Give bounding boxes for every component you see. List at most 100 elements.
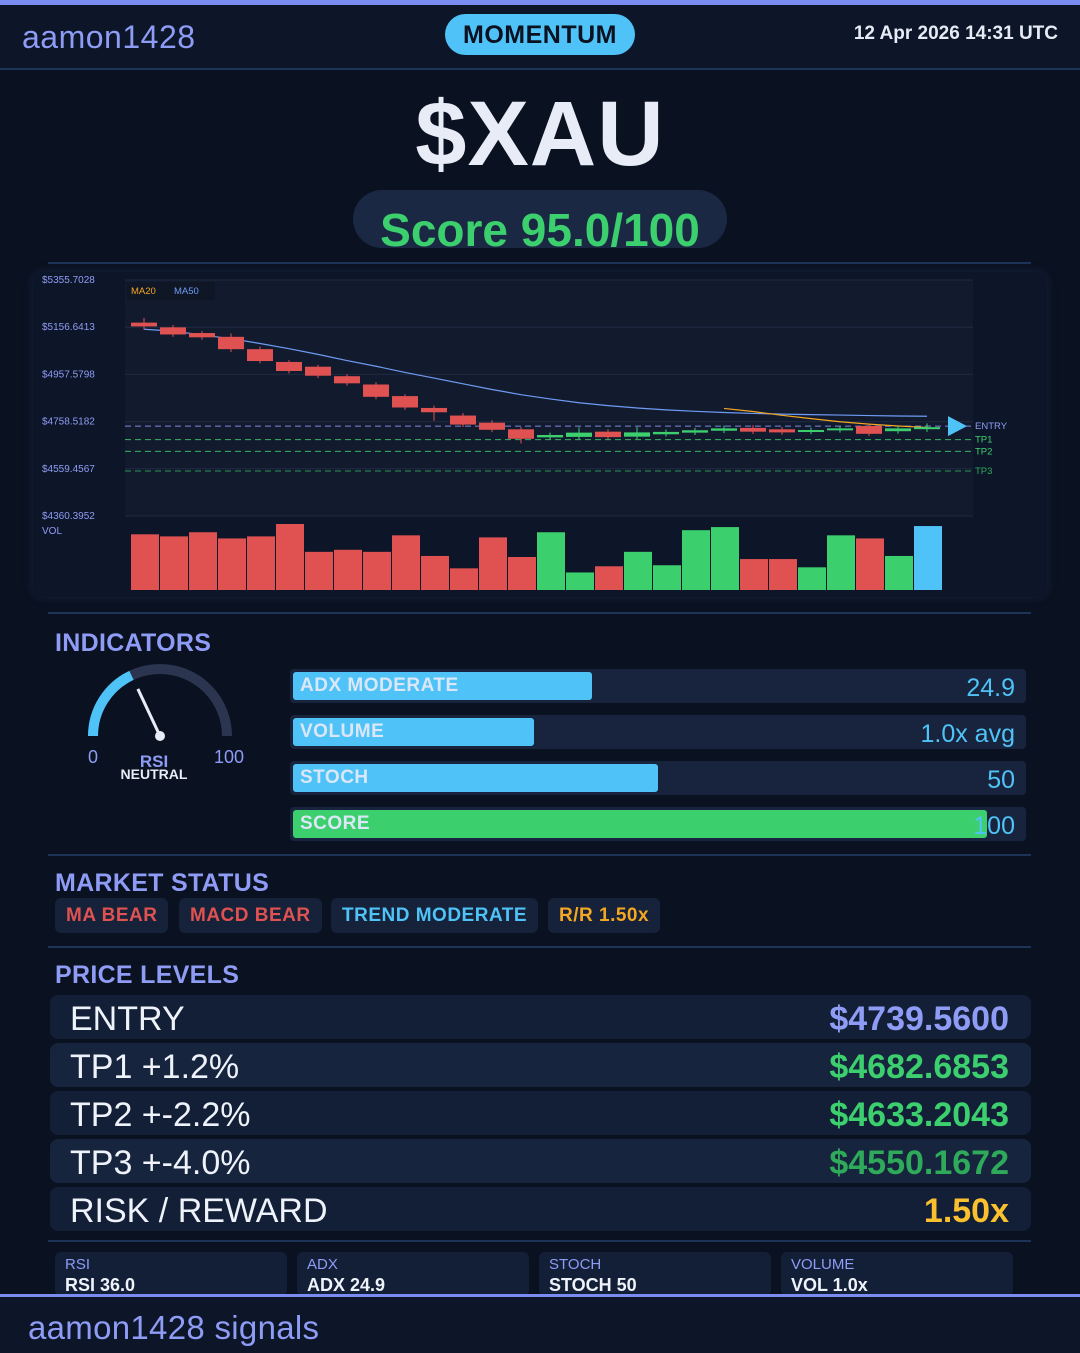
candle-body xyxy=(421,407,447,413)
level-label: TP3 +-4.0% xyxy=(70,1144,251,1182)
bar-value: 50 xyxy=(987,766,1015,794)
volume-bar xyxy=(885,555,913,590)
divider xyxy=(48,262,1031,264)
level-value: $4633.2043 xyxy=(829,1096,1009,1134)
level-row-tp3: TP3 +-4.0% $4550.1672 xyxy=(50,1139,1031,1183)
market-status-title: MARKET STATUS xyxy=(55,869,270,897)
gauge-needle xyxy=(136,688,162,737)
stat-card-rsi: RSI RSI 36.0 xyxy=(55,1252,287,1296)
volume-bar xyxy=(479,537,507,590)
volume-bar xyxy=(160,536,188,590)
volume-bar xyxy=(653,565,681,590)
footer-brand: aamon1428 signals xyxy=(28,1309,320,1346)
gauge-fill xyxy=(88,670,134,737)
candle-body xyxy=(653,431,679,435)
bar-fill xyxy=(293,810,987,838)
gauge-name: RSI xyxy=(140,752,168,771)
price-levels-title: PRICE LEVELS xyxy=(55,961,240,989)
level-label: TP1 xyxy=(975,435,992,446)
candle-body xyxy=(189,333,215,338)
indicators-title: INDICATORS xyxy=(55,629,212,657)
volume-bar xyxy=(914,526,942,590)
divider xyxy=(48,854,1031,856)
bar-value: 100 xyxy=(973,812,1015,840)
volume-bar xyxy=(566,572,594,590)
bar-label: VOLUME xyxy=(300,721,385,742)
candle-body xyxy=(479,422,505,430)
level-value: $4739.5600 xyxy=(829,1000,1009,1038)
stat-card-volume: VOLUME VOL 1.0x xyxy=(781,1252,1013,1296)
gauge-max-label: 100 xyxy=(214,747,244,767)
bar-value: 1.0x avg xyxy=(920,720,1015,748)
level-value: $4550.1672 xyxy=(829,1144,1009,1182)
candle-body xyxy=(856,425,882,434)
gauge-status: NEUTRAL xyxy=(121,766,188,782)
ma20-line xyxy=(723,407,928,429)
candle-body xyxy=(218,336,244,350)
candle-body xyxy=(363,384,389,397)
volume-bar xyxy=(131,534,159,590)
score-pill-background xyxy=(353,190,727,248)
score-text: Score 95.0/100 xyxy=(380,204,700,256)
level-label: TP3 xyxy=(975,466,992,477)
y-tick-label: $5156.6413 xyxy=(42,322,95,333)
stat-title: ADX xyxy=(307,1256,338,1273)
volume-bar xyxy=(189,532,217,590)
header-bar: aamon1428 MOMENTUM 12 Apr 2026 14:31 UTC xyxy=(0,5,1080,70)
stat-card-stoch: STOCH STOCH 50 xyxy=(539,1252,771,1296)
bar-fill xyxy=(293,764,658,792)
legend-ma20: MA20 xyxy=(131,286,156,297)
bar-label: ADX MODERATE xyxy=(300,675,459,696)
indicator-bar-adx: ADX MODERATE 24.9 xyxy=(290,669,1026,703)
stat-value: VOL 1.0x xyxy=(791,1275,868,1295)
volume-bar xyxy=(305,551,333,590)
y-tick-label: $4957.5798 xyxy=(42,369,95,380)
ma50-line xyxy=(143,328,928,417)
level-row-risk-reward: RISK / REWARD 1.50x xyxy=(50,1187,1031,1231)
volume-bar xyxy=(276,524,304,590)
y-tick-label: $4360.3952 xyxy=(42,511,95,522)
level-label: TP2 +-2.2% xyxy=(70,1096,251,1134)
level-label: ENTRY xyxy=(975,421,1008,432)
volume-bar xyxy=(624,551,652,590)
candle-body xyxy=(740,427,766,432)
bar-fill xyxy=(293,672,593,700)
candle-body xyxy=(885,428,911,432)
stat-title: RSI xyxy=(65,1256,91,1273)
volume-bar xyxy=(450,568,478,590)
divider xyxy=(48,1240,1031,1242)
footer-bar: aamon1428 signals xyxy=(0,1294,1080,1353)
gauge-hub xyxy=(155,731,165,741)
candle-body xyxy=(276,361,302,371)
volume-bar xyxy=(595,566,623,590)
volume-bar xyxy=(392,535,420,590)
level-row-tp2: TP2 +-2.2% $4633.2043 xyxy=(50,1091,1031,1135)
candle-body xyxy=(827,428,853,431)
candle-body xyxy=(305,366,331,376)
volume-bar xyxy=(740,559,768,590)
bar-label: STOCH xyxy=(300,767,369,788)
candle-body xyxy=(682,430,708,433)
level-row-tp1: TP1 +1.2% $4682.6853 xyxy=(50,1043,1031,1087)
stat-title: VOLUME xyxy=(791,1256,855,1273)
candle-body xyxy=(624,432,650,437)
tag-ma-bear: MA BEAR xyxy=(55,898,169,933)
candle-body xyxy=(508,429,534,439)
level-label: TP2 xyxy=(975,446,992,457)
legend-ma50: MA50 xyxy=(174,286,199,297)
volume-bar xyxy=(856,538,884,590)
indicator-bar-score: SCORE 100 xyxy=(290,807,1026,841)
candle-body xyxy=(392,396,418,408)
level-label: RISK / REWARD xyxy=(70,1192,328,1230)
top-accent-line xyxy=(0,0,1080,5)
stat-value: STOCH 50 xyxy=(549,1275,637,1295)
level-value: $4682.6853 xyxy=(829,1048,1009,1086)
mode-badge: MOMENTUM xyxy=(445,14,635,55)
bar-label: SCORE xyxy=(300,813,371,834)
candle-body xyxy=(711,428,737,431)
ticker-symbol: $XAU xyxy=(415,83,665,185)
level-value: 1.50x xyxy=(923,1192,1009,1230)
y-tick-label: $4559.4567 xyxy=(42,464,95,475)
volume-bar xyxy=(769,559,797,590)
volume-bar xyxy=(421,555,449,590)
